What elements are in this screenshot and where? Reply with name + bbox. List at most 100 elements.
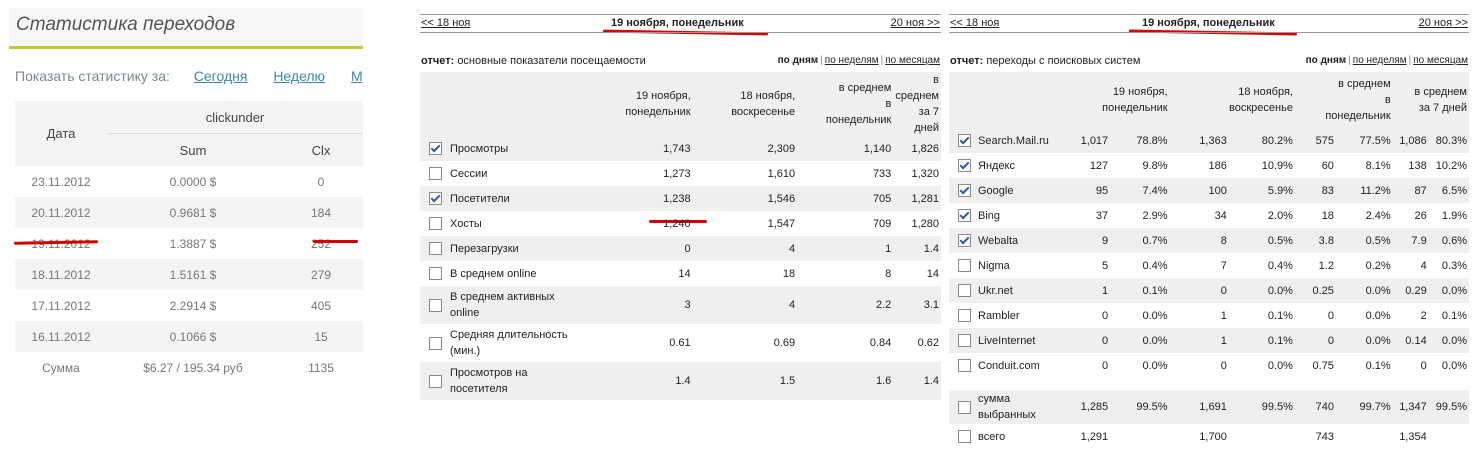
next-day-link[interactable]: 20 ноя >> — [890, 17, 940, 29]
metric-value: 3 — [596, 286, 693, 324]
metric-value: 733 — [872, 167, 892, 180]
engine-row: сумма выбранных 1,285 99.5% 1,691 99.5% 740 99… — [949, 378, 1469, 424]
metric-checkbox[interactable] — [429, 267, 442, 280]
engine-checkbox[interactable] — [958, 234, 971, 247]
clx-cell: 252 — [310, 236, 332, 251]
report-name: переходы с поисковых систем — [986, 55, 1141, 67]
period-month-link[interactable]: М — [350, 68, 363, 84]
mode-months-link[interactable]: по месяцам — [885, 55, 940, 66]
highlight-underline — [313, 240, 358, 243]
metric-checkbox[interactable] — [429, 298, 442, 312]
table-row: 23.11.2012 0.0000 $ 0 — [15, 166, 363, 197]
prev-day-link[interactable]: << 18 ноя — [950, 17, 1000, 29]
metric-value: 709 — [872, 217, 892, 230]
next-day-link[interactable]: 20 ноя >> — [1418, 17, 1468, 29]
engine-count: 9 — [1057, 228, 1111, 253]
report-title: отчет: основные показатели посещаемости — [421, 55, 646, 67]
metric-value: 1,743 — [596, 136, 693, 161]
metric-label: Средняя длительность (мин.) — [450, 329, 568, 357]
period-week-link[interactable]: Неделю — [273, 68, 326, 84]
engine-label: сумма выбранных — [978, 393, 1036, 421]
mode-weeks-link[interactable]: по неделям — [824, 55, 879, 66]
col-group-header: clickunder — [107, 101, 363, 134]
engine-checkbox[interactable] — [958, 259, 971, 272]
engine-label: Search.Mail.ru — [978, 134, 1049, 147]
table-row: 20.11.2012 0.9681 $184 — [15, 197, 363, 228]
date-navigation: << 18 ноя 19 ноября, понедельник 20 ноя … — [949, 14, 1469, 33]
metric-row: В среднем активных online 3 4 2.2 3.1 — [420, 286, 941, 324]
engine-percent: 0.0% — [1110, 328, 1170, 353]
engine-percent: 5.9% — [1228, 178, 1295, 203]
engine-count: 8 — [1169, 228, 1229, 253]
prev-day-link[interactable]: << 18 ноя — [421, 17, 471, 29]
engine-checkbox[interactable] — [958, 284, 971, 297]
metric-row: Посетители 1,238 1,546 705 1,281 — [420, 186, 941, 211]
engine-checkbox[interactable] — [958, 209, 971, 222]
metric-checkbox[interactable] — [429, 217, 442, 230]
metric-value: 1,610 — [767, 167, 796, 180]
view-mode-switch: по дням | по неделям | по месяцам — [777, 55, 940, 66]
metric-value: 14 — [678, 267, 691, 280]
mode-days[interactable]: по дням — [1305, 55, 1347, 66]
engine-count: 0 — [1220, 359, 1227, 372]
metric-checkbox[interactable] — [429, 336, 442, 350]
metric-value: 3.1 — [893, 286, 941, 324]
engine-count: 575 — [1294, 128, 1336, 153]
engine-count: 1,291 — [1080, 430, 1109, 443]
sum-cell: 2.2914 $ — [169, 298, 217, 313]
mode-weeks-link[interactable]: по неделям — [1352, 55, 1407, 66]
engine-percent: 80.3% — [1428, 128, 1469, 153]
metric-row: Просмотры 1,743 2,309 1,140 1,826 — [420, 136, 941, 161]
engine-checkbox[interactable] — [958, 184, 971, 197]
engine-count: 1,347 — [1392, 378, 1429, 424]
metric-label: Просмотров на посетителя — [450, 367, 528, 395]
metric-checkbox[interactable] — [429, 374, 442, 388]
engine-checkbox[interactable] — [958, 400, 971, 414]
engine-percent: 0.0% — [1428, 278, 1469, 303]
current-date: 19 ноября, понедельник — [1142, 17, 1275, 29]
engine-count: 0 — [1294, 328, 1336, 353]
metric-checkbox[interactable] — [429, 242, 442, 255]
engine-row: Яндекс 127 9.8% 186 10.9% 60 8.1% 138 10.2% — [949, 153, 1469, 178]
engine-checkbox[interactable] — [958, 430, 971, 443]
engine-label: всего — [978, 430, 1006, 443]
engine-checkbox[interactable] — [958, 134, 971, 147]
period-today-link[interactable]: Сегодня — [193, 68, 248, 84]
metric-checkbox[interactable] — [429, 192, 442, 205]
engine-count: 7 — [1220, 259, 1227, 272]
metric-value: 1.4 — [596, 362, 693, 400]
engine-label: Ukr.net — [978, 284, 1013, 297]
metric-checkbox[interactable] — [429, 142, 442, 155]
engine-label-cell: Google — [949, 178, 1057, 203]
metric-value: 0.61 — [669, 337, 691, 349]
metric-label-cell: Перезагрузки — [420, 236, 597, 261]
metric-value: 2,309 — [692, 136, 798, 161]
report-header: отчет: основные показатели посещаемости … — [420, 50, 941, 72]
engine-checkbox[interactable] — [958, 309, 971, 322]
col-date-header: Дата — [15, 101, 107, 166]
engine-checkbox[interactable] — [958, 159, 971, 172]
main-stats-panel: << 18 ноя 19 ноября, понедельник 20 ноя … — [420, 14, 941, 400]
engine-percent: 0.2% — [1365, 259, 1391, 272]
engine-percent: 0.0% — [1142, 359, 1168, 372]
metric-label-cell: Сессии — [420, 161, 596, 186]
metric-value: 1,273 — [663, 167, 691, 180]
mode-days[interactable]: по дням — [777, 55, 819, 66]
search-stats-panel: << 18 ноя 19 ноября, понедельник 20 ноя … — [949, 14, 1469, 449]
column-header: 18 ноября, воскресенье — [1169, 72, 1295, 128]
engine-count: 1 — [1057, 278, 1111, 303]
engine-label-cell: Webalta — [949, 228, 1057, 253]
engine-checkbox[interactable] — [958, 359, 971, 372]
mode-months-link[interactable]: по месяцам — [1413, 55, 1468, 66]
metric-label-cell: В среднем online — [420, 261, 596, 286]
engine-label-cell: Bing — [949, 203, 1057, 228]
metric-value: 0.62 — [917, 337, 939, 349]
engine-count: 37 — [1095, 209, 1109, 222]
engine-count: 87 — [1392, 178, 1429, 203]
engine-count: 0 — [1057, 328, 1111, 353]
date-navigation: << 18 ноя 19 ноября, понедельник 20 ноя … — [420, 14, 941, 33]
metric-row: Хосты 1,240 1,547 709 1,280 — [420, 211, 941, 236]
total-clx: 1135 — [308, 360, 334, 375]
metric-checkbox[interactable] — [429, 167, 442, 180]
engine-checkbox[interactable] — [958, 334, 971, 347]
